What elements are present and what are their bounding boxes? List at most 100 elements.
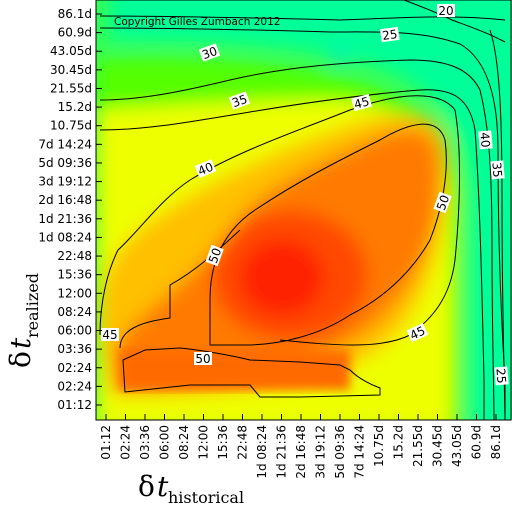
x-axis-delta: δ bbox=[138, 470, 155, 503]
x-tick-label: 01:12 bbox=[99, 425, 113, 460]
band-bottom-orange bbox=[120, 350, 350, 390]
contour-30 bbox=[99, 27, 506, 420]
contour-label: 45 bbox=[102, 328, 117, 342]
y-tick-label: 06:00 bbox=[57, 324, 92, 338]
contour-label-background bbox=[478, 130, 493, 150]
x-tick-label: 1d 08:24 bbox=[255, 425, 269, 479]
contour-label-background bbox=[194, 159, 217, 179]
contour-25-right bbox=[489, 29, 506, 420]
contour-label: 45 bbox=[408, 324, 428, 343]
y-tick-label: 3d 19:12 bbox=[38, 175, 92, 189]
contour-label-group: 45 bbox=[101, 328, 119, 342]
contour-40 bbox=[99, 89, 485, 420]
y-axis-subscript: realized bbox=[23, 273, 42, 338]
contour-labels: 20 25 30 35 45 40 40 35 50 50 45 45 50 25 bbox=[101, 4, 509, 386]
heatmap-area bbox=[96, 0, 512, 420]
plot-frame bbox=[95, 0, 512, 421]
y-tick-label: 02:24 bbox=[57, 379, 92, 393]
contour-label: 25 bbox=[493, 368, 508, 384]
contour-label-group: 25 bbox=[379, 26, 400, 43]
y-axis-title: δ t realized bbox=[4, 273, 42, 368]
x-tick-label: 43.05d bbox=[450, 425, 464, 467]
contour-label-group: 40 bbox=[477, 130, 493, 150]
contour-label-group: 35 bbox=[489, 160, 505, 180]
x-tick-label: 2d 16:48 bbox=[294, 425, 308, 479]
contour-label-background bbox=[194, 352, 212, 365]
contour-label-group: 50 bbox=[194, 352, 212, 366]
contour-50-lower bbox=[122, 347, 381, 398]
x-tick-label: 03:36 bbox=[138, 425, 152, 460]
contour-label: 35 bbox=[230, 92, 249, 110]
y-tick-label: 02:24 bbox=[57, 361, 92, 375]
y-tick-label: 2d 16:48 bbox=[38, 193, 92, 207]
contour-label-group: 30 bbox=[198, 43, 221, 62]
contour-label: 45 bbox=[353, 94, 371, 111]
y-tick-label: 15.2d bbox=[58, 100, 92, 114]
x-tick-label: 30.45d bbox=[431, 425, 445, 467]
x-tick-label: 60.9d bbox=[470, 425, 484, 459]
x-tick-label: 15:36 bbox=[216, 425, 230, 460]
contour-label-group: 35 bbox=[228, 91, 251, 110]
contour-label-background bbox=[205, 244, 224, 267]
x-axis-ticks: 01:12 02:24 03:36 06:00 08:24 12:00 15:36 22:48… bbox=[99, 414, 503, 479]
y-tick-label: 43.05d bbox=[50, 44, 92, 58]
band-red bbox=[240, 240, 324, 316]
contour-50-upper bbox=[209, 123, 447, 346]
x-tick-label: 02:24 bbox=[119, 425, 133, 460]
contour-35-upper bbox=[99, 59, 495, 420]
y-tick-label: 7d 14:24 bbox=[38, 137, 92, 151]
x-tick-label: 06:00 bbox=[158, 425, 172, 460]
y-tick-label: 10.75d bbox=[50, 119, 92, 133]
contour-label-background bbox=[379, 26, 400, 43]
x-tick-label: 08:24 bbox=[177, 425, 191, 460]
contour-label: 35 bbox=[489, 162, 504, 178]
y-tick-label: 21.55d bbox=[50, 81, 92, 95]
contour-label: 40 bbox=[477, 132, 492, 148]
contour-label: 40 bbox=[196, 160, 215, 179]
copyright-text: Copyright Gilles Zumbach 2012 bbox=[114, 16, 280, 28]
contour-label: 20 bbox=[438, 4, 453, 18]
contour-label-group: 45 bbox=[406, 322, 429, 343]
contour-label-group: 50 bbox=[433, 191, 452, 214]
contour-label-background bbox=[494, 366, 509, 386]
contour-label-background bbox=[433, 191, 452, 214]
contour-label: 50 bbox=[206, 246, 224, 265]
contour-label-background bbox=[101, 328, 119, 341]
x-axis-variable: t bbox=[157, 470, 169, 503]
x-tick-label: 3d 19:12 bbox=[314, 425, 328, 479]
contour-label-background bbox=[228, 91, 251, 110]
y-tick-label: 15:36 bbox=[57, 268, 92, 282]
contour-label: 50 bbox=[195, 352, 210, 366]
y-tick-label: 1d 08:24 bbox=[38, 230, 92, 244]
contour-label-group: 45 bbox=[351, 93, 372, 112]
contour-label-group: 25 bbox=[493, 366, 509, 386]
x-tick-label: 21.55d bbox=[411, 425, 425, 467]
contour-label-background bbox=[351, 93, 372, 112]
x-tick-label: 7d 14:24 bbox=[353, 425, 367, 479]
contour-label-background bbox=[490, 160, 505, 180]
contour-label: 30 bbox=[200, 44, 219, 62]
contour-label-background bbox=[406, 322, 429, 343]
y-tick-label: 22:48 bbox=[57, 249, 92, 263]
contour-label-background bbox=[437, 4, 455, 17]
y-tick-label: 1d 21:36 bbox=[38, 212, 92, 226]
x-tick-label: 10.75d bbox=[372, 425, 386, 467]
x-tick-label: 86.1d bbox=[489, 425, 503, 459]
x-tick-label: 1d 21:36 bbox=[275, 425, 289, 479]
x-axis-title: δ t historical bbox=[138, 470, 244, 507]
x-tick-label: 5d 09:36 bbox=[333, 425, 347, 479]
y-tick-label: 03:36 bbox=[57, 342, 92, 356]
y-tick-label: 86.1d bbox=[58, 7, 92, 21]
contour-20 bbox=[403, 0, 506, 43]
band-teal bbox=[110, 0, 512, 420]
contour-label-group: 20 bbox=[437, 4, 455, 18]
contour-label-background bbox=[198, 43, 221, 62]
y-tick-label: 08:24 bbox=[57, 305, 92, 319]
y-axis-ticks: 01:12 02:24 02:24 03:36 06:00 08:24 12:00 15:36… bbox=[38, 7, 102, 412]
y-tick-label: 30.45d bbox=[50, 63, 92, 77]
y-tick-label: 12:00 bbox=[57, 286, 92, 300]
x-tick-label: 12:00 bbox=[197, 425, 211, 460]
contour-label-group: 40 bbox=[194, 159, 217, 179]
y-tick-label: 5d 09:36 bbox=[38, 156, 92, 170]
